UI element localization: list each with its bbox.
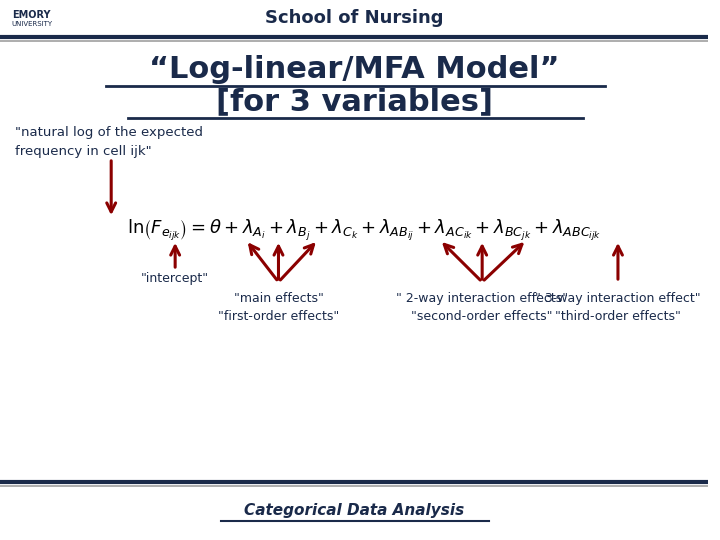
Text: "intercept": "intercept" xyxy=(141,272,210,285)
Text: UNIVERSITY: UNIVERSITY xyxy=(12,21,53,27)
Text: “Log-linear/MFA Model”: “Log-linear/MFA Model” xyxy=(149,56,559,84)
Text: School of Nursing: School of Nursing xyxy=(265,9,444,27)
Text: $\ln\!\left(F_{e_{ijk}}\right) = \theta + \lambda_{A_i} + \lambda_{B_j} + \lambd: $\ln\!\left(F_{e_{ijk}}\right) = \theta … xyxy=(127,218,601,242)
Text: Categorical Data Analysis: Categorical Data Analysis xyxy=(244,503,464,517)
Text: "natural log of the expected
frequency in cell ijk": "natural log of the expected frequency i… xyxy=(15,126,203,158)
Text: " 2-way interaction effects"
"second-order effects": " 2-way interaction effects" "second-ord… xyxy=(396,292,568,323)
Text: EMORY: EMORY xyxy=(12,10,50,20)
Text: " 3-way interaction effect"
"third-order effects": " 3-way interaction effect" "third-order… xyxy=(535,292,701,323)
Text: "main effects"
"first-order effects": "main effects" "first-order effects" xyxy=(218,292,339,323)
Text: [for 3 variables]: [for 3 variables] xyxy=(216,87,492,117)
